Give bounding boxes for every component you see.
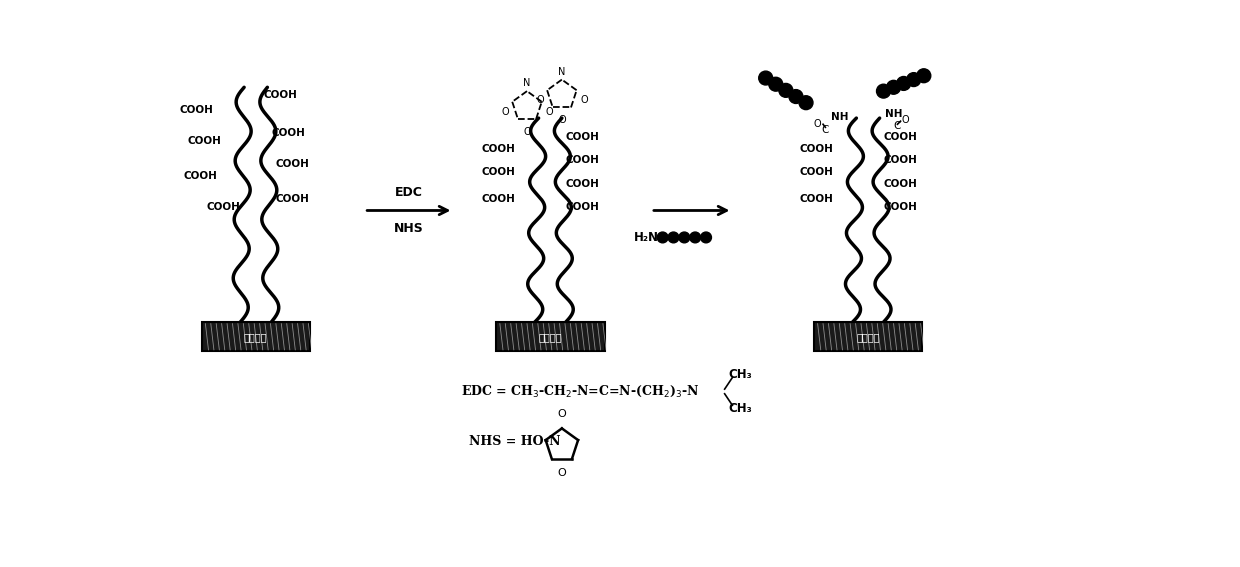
Text: EDC = CH$_3$-CH$_2$-N=C=N-(CH$_2$)$_3$-N: EDC = CH$_3$-CH$_2$-N=C=N-(CH$_2$)$_3$-N bbox=[461, 384, 699, 399]
Text: O: O bbox=[901, 116, 909, 125]
Text: COOH: COOH bbox=[275, 194, 309, 204]
Text: COOH: COOH bbox=[883, 179, 918, 189]
Circle shape bbox=[789, 90, 804, 103]
Bar bbox=[496, 322, 605, 352]
Text: COOH: COOH bbox=[481, 194, 516, 204]
Circle shape bbox=[689, 232, 701, 243]
Text: NHS = HO-N: NHS = HO-N bbox=[469, 435, 560, 448]
Text: 活性确胶: 活性确胶 bbox=[857, 332, 879, 342]
Text: COOH: COOH bbox=[800, 194, 833, 204]
Text: O: O bbox=[580, 95, 588, 105]
Text: COOH: COOH bbox=[481, 167, 516, 177]
Text: COOH: COOH bbox=[800, 144, 833, 154]
Text: O: O bbox=[523, 126, 531, 137]
Text: O: O bbox=[501, 107, 508, 117]
Text: COOH: COOH bbox=[883, 132, 918, 142]
Text: O: O bbox=[536, 95, 544, 105]
Text: COOH: COOH bbox=[206, 202, 241, 211]
Circle shape bbox=[916, 69, 931, 83]
Bar bbox=[813, 322, 923, 352]
Text: O: O bbox=[558, 409, 567, 419]
Text: NH: NH bbox=[885, 109, 903, 119]
Text: C: C bbox=[822, 125, 830, 134]
Text: COOH: COOH bbox=[565, 132, 600, 142]
Text: NHS: NHS bbox=[393, 222, 423, 235]
Text: EDC: EDC bbox=[394, 186, 423, 199]
Circle shape bbox=[680, 232, 689, 243]
Text: N: N bbox=[523, 78, 531, 88]
Text: 活性确胶: 活性确胶 bbox=[538, 332, 562, 342]
Circle shape bbox=[877, 84, 890, 98]
Text: COOH: COOH bbox=[883, 155, 918, 166]
Text: COOH: COOH bbox=[883, 202, 918, 211]
Text: COOH: COOH bbox=[187, 136, 221, 146]
Circle shape bbox=[657, 232, 668, 243]
Text: O: O bbox=[558, 115, 565, 125]
Text: COOH: COOH bbox=[275, 159, 309, 170]
Circle shape bbox=[779, 83, 792, 98]
Circle shape bbox=[668, 232, 680, 243]
Text: COOH: COOH bbox=[481, 144, 516, 154]
Text: O: O bbox=[813, 119, 821, 129]
Circle shape bbox=[769, 77, 782, 91]
Text: COOH: COOH bbox=[565, 179, 600, 189]
Text: C: C bbox=[894, 121, 901, 131]
Circle shape bbox=[887, 81, 900, 94]
Text: COOH: COOH bbox=[180, 105, 213, 116]
Text: COOH: COOH bbox=[565, 155, 600, 166]
Text: COOH: COOH bbox=[565, 202, 600, 211]
Text: NH: NH bbox=[831, 112, 848, 121]
Circle shape bbox=[897, 77, 910, 90]
Circle shape bbox=[906, 73, 920, 87]
Text: CH₃: CH₃ bbox=[729, 368, 753, 381]
Text: N: N bbox=[558, 66, 565, 77]
Bar bbox=[201, 322, 310, 352]
Text: CH₃: CH₃ bbox=[729, 402, 753, 415]
Circle shape bbox=[701, 232, 712, 243]
Circle shape bbox=[799, 96, 813, 109]
Text: COOH: COOH bbox=[800, 167, 833, 177]
Text: COOH: COOH bbox=[263, 90, 298, 100]
Circle shape bbox=[759, 71, 773, 85]
Text: H₂N: H₂N bbox=[634, 231, 658, 244]
Text: O: O bbox=[558, 468, 567, 479]
Text: COOH: COOH bbox=[272, 129, 305, 138]
Text: COOH: COOH bbox=[184, 171, 217, 181]
Text: 活性确胶: 活性确胶 bbox=[244, 332, 268, 342]
Text: O: O bbox=[546, 107, 553, 117]
